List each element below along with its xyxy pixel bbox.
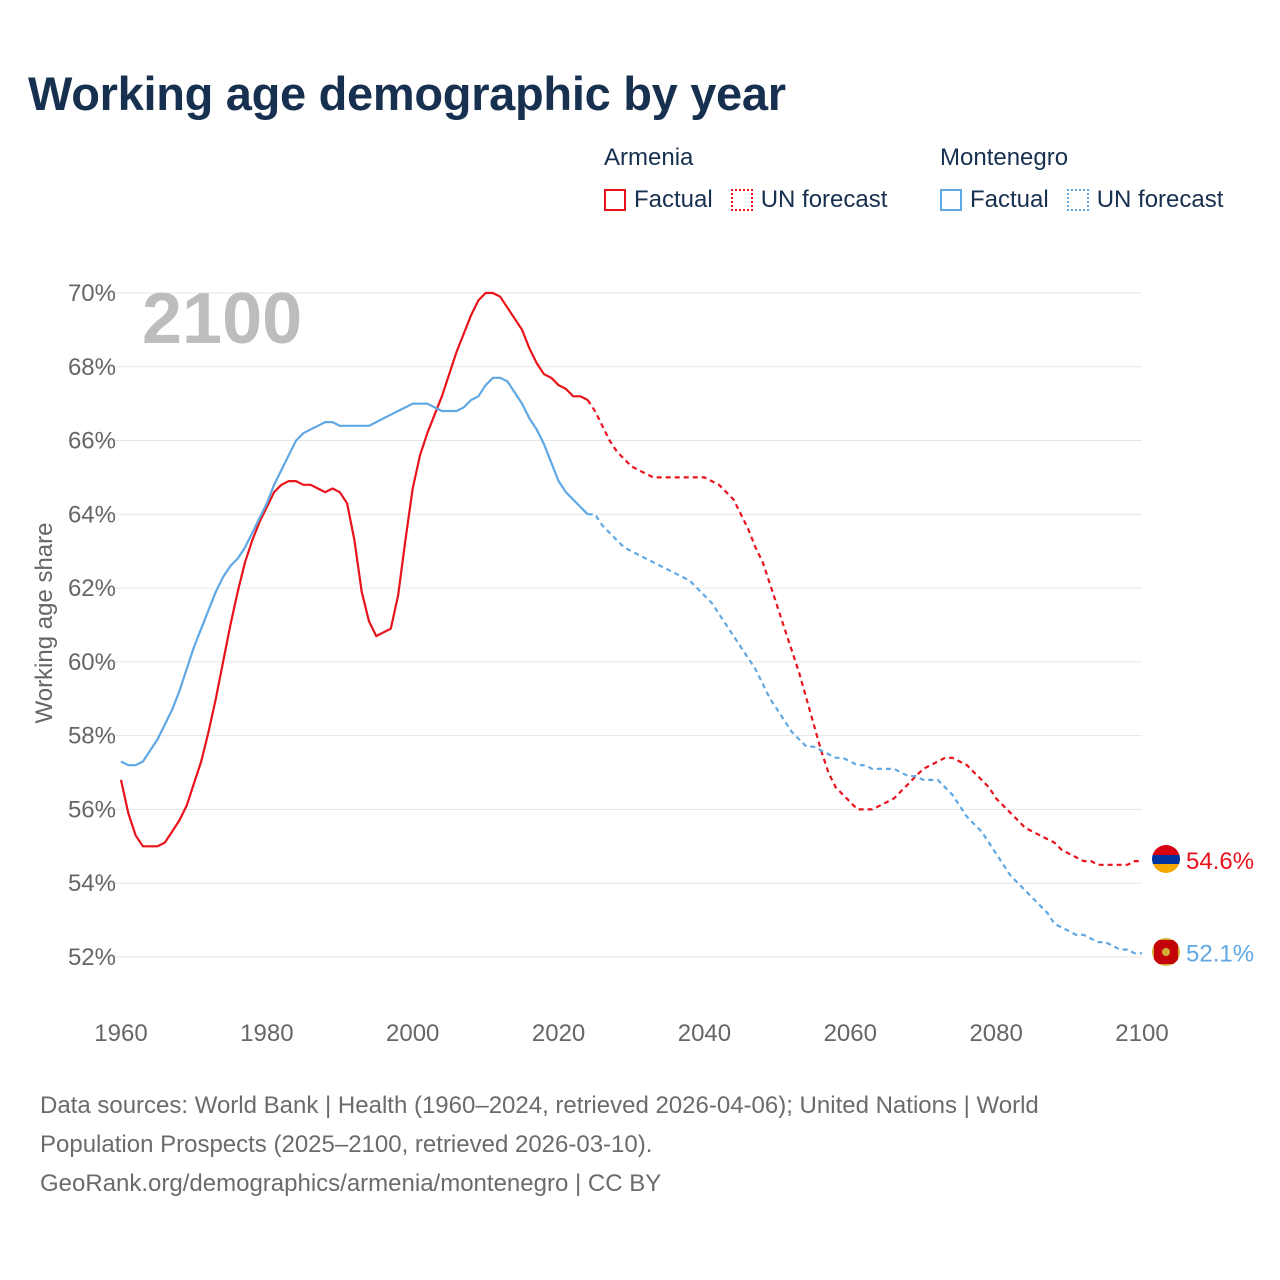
legend-montenegro-forecast-label: UN forecast [1096,186,1224,213]
montenegro-flag-icon [1152,938,1180,966]
y-tick-label: 54% [68,870,116,897]
x-tick-label: 2100 [1115,1020,1168,1047]
armenia-factual-line[interactable] [119,291,589,848]
montenegro-factual-line[interactable] [120,376,589,767]
x-tick-label: 1960 [94,1020,147,1047]
legend-swatch-solid-icon [604,189,626,211]
armenia-forecast-line[interactable] [586,399,1142,866]
montenegro-forecast-line[interactable] [587,513,1142,955]
y-axis-label: Working age share [31,523,58,724]
legend-armenia-factual-label: Factual [634,186,713,213]
footer-sources-line2: Population Prospects (2025–2100, retriev… [40,1131,653,1158]
x-tick-label: 2040 [678,1020,731,1047]
x-tick-label: 2000 [386,1020,439,1047]
montenegro-end-value-label: 52.1% [1186,940,1254,967]
y-tick-label: 64% [68,501,116,528]
x-tick-label: 1980 [240,1020,293,1047]
legend-swatch-dotted-icon [1066,189,1089,211]
legend-armenia: Armenia Factual UN forecast [604,144,905,214]
legend-armenia-forecast[interactable]: UN forecast [730,186,888,214]
x-tick-label: 2080 [969,1020,1022,1047]
legend-montenegro: Montenegro Factual UN forecast [940,144,1223,214]
legend-montenegro-forecast[interactable]: UN forecast [1066,186,1224,214]
line-chart: 52% 54% 56% 58% 60% 62% 64% 66% 68% 70% 1960 1980 2… [31,279,1254,1047]
y-tick-label: 68% [68,354,116,381]
y-tick-label: 58% [68,723,116,750]
legend-armenia-forecast-label: UN forecast [760,186,888,213]
armenia-flag-icon [1152,845,1180,873]
legend-armenia-factual[interactable]: Factual [604,186,713,214]
y-tick-label: 62% [68,575,116,602]
footer: Data sources: World Bank | Health (1960–… [40,1086,1240,1203]
y-tick-label: 52% [68,944,116,971]
legend-montenegro-name: Montenegro [940,144,1069,171]
y-tick-label: 56% [68,796,116,823]
legend-armenia-name: Armenia [604,144,694,171]
year-watermark: 2100 [142,279,302,359]
x-tick-label: 2060 [824,1020,877,1047]
armenia-end-value-label: 54.6% [1186,848,1254,875]
y-tick-label: 60% [68,649,116,676]
legend-montenegro-factual-label: Factual [970,186,1049,213]
chart-title: Working age demographic by year [28,67,786,120]
footer-credit-link[interactable]: GeoRank.org/demographics/armenia/montene… [40,1170,662,1197]
legend-montenegro-factual[interactable]: Factual [940,186,1049,214]
x-tick-label: 2020 [532,1020,585,1047]
legend-swatch-dotted-icon [730,189,753,211]
footer-sources-line1: Data sources: World Bank | Health (1960–… [40,1092,1039,1119]
legend-swatch-solid-icon [940,189,962,211]
y-tick-label: 66% [68,428,116,455]
y-tick-label: 70% [68,280,116,307]
